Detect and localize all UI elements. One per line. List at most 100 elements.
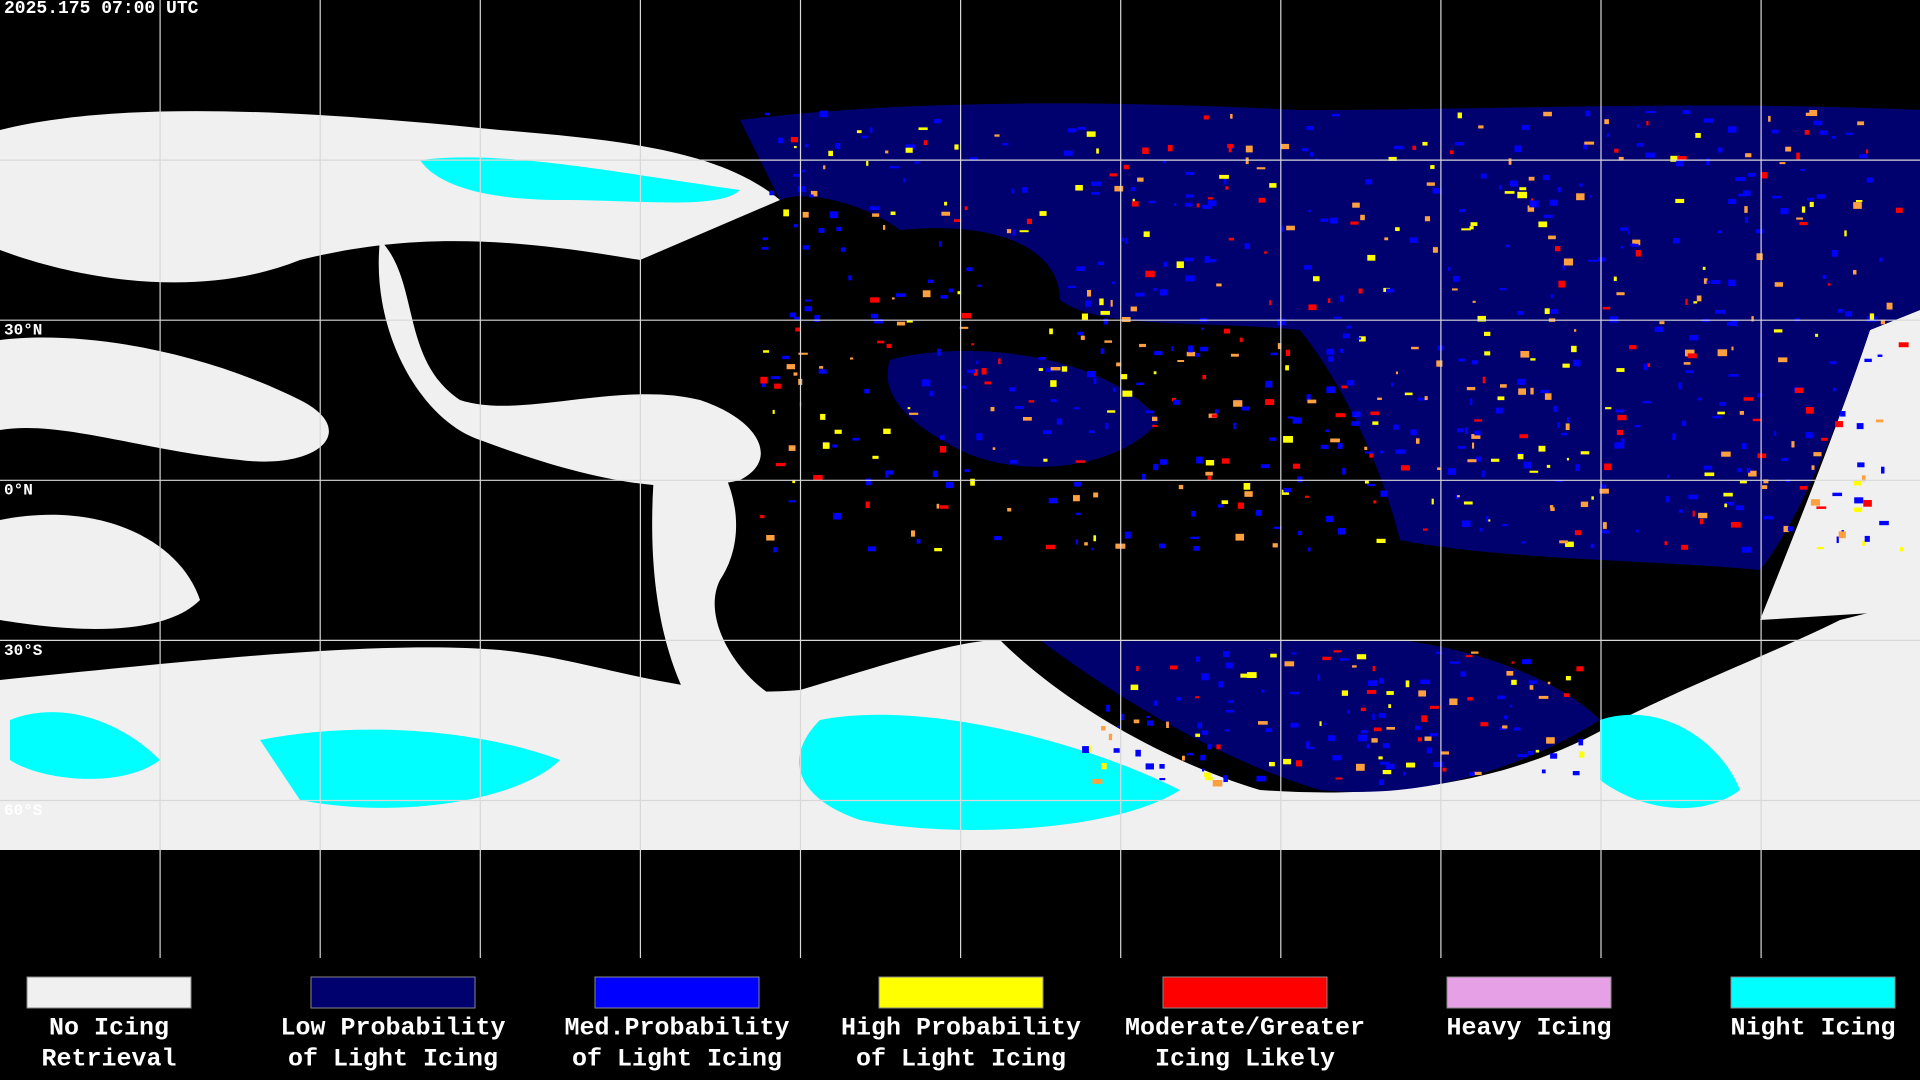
icing-pixel	[834, 429, 842, 434]
icing-pixel	[1075, 460, 1086, 463]
icing-pixel	[1261, 689, 1265, 693]
icing-pixel	[1038, 357, 1047, 360]
icing-pixel	[1863, 500, 1872, 507]
icing-pixel	[905, 144, 916, 150]
icing-pixel	[1504, 191, 1515, 194]
icing-pixel	[1479, 528, 1483, 532]
icing-pixel	[1488, 519, 1491, 522]
icing-pixel	[1543, 111, 1552, 117]
icing-pixel	[1862, 540, 1866, 546]
icing-pixel	[1272, 543, 1278, 548]
icing-pixel	[1521, 541, 1526, 544]
icing-pixel	[1136, 382, 1145, 385]
icing-pixel	[1763, 515, 1773, 520]
icing-pixel	[940, 446, 947, 453]
icing-pixel	[998, 358, 1001, 365]
icing-pixel	[1112, 387, 1116, 392]
icing-pixel	[1562, 363, 1570, 368]
icing-pixel	[1152, 424, 1158, 427]
icing-pixel	[1333, 650, 1342, 653]
icing-pixel	[1335, 777, 1343, 780]
icing-pixel	[1010, 459, 1017, 464]
icing-pixel	[1621, 438, 1625, 443]
icing-pixel	[1567, 417, 1570, 423]
icing-pixel	[1813, 120, 1823, 126]
icing-pixel	[1403, 771, 1406, 776]
icing-pixel	[1499, 288, 1507, 291]
icing-pixel	[892, 297, 895, 300]
icing-pixel	[1484, 331, 1491, 336]
icing-pixel	[761, 247, 769, 250]
icing-pixel	[1804, 130, 1810, 135]
icing-pixel	[1538, 221, 1548, 228]
icing-pixel	[1541, 769, 1546, 774]
cloud-region	[799, 714, 1180, 830]
icing-pixel	[1152, 416, 1158, 422]
icing-pixel	[1654, 326, 1664, 333]
icing-pixel	[923, 140, 928, 146]
icing-pixel	[1269, 437, 1277, 441]
icing-pixel	[1327, 735, 1335, 741]
cloud-region	[420, 157, 740, 203]
icing-pixel	[1728, 198, 1737, 205]
icing-pixel	[1121, 317, 1131, 323]
icing-pixel	[1806, 407, 1814, 414]
icing-pixel	[1388, 704, 1392, 709]
icing-pixel	[797, 186, 806, 192]
icing-pixel	[1696, 295, 1702, 302]
icing-pixel	[1664, 541, 1668, 546]
icing-pixel	[1116, 362, 1122, 367]
icing-pixel	[1328, 356, 1334, 362]
icing-pixel	[1794, 387, 1804, 394]
icing-pixel	[1538, 445, 1546, 452]
icing-pixel	[1517, 454, 1524, 460]
icing-pixel	[1297, 476, 1303, 483]
icing-pixel	[823, 165, 826, 170]
icing-pixel	[1228, 237, 1235, 241]
icing-pixel	[911, 530, 916, 537]
icing-pixel	[929, 390, 933, 397]
icing-pixel	[1106, 704, 1110, 712]
icing-pixel	[1301, 148, 1309, 152]
icing-pixel	[1542, 174, 1550, 181]
icing-pixel	[1365, 480, 1369, 484]
icing-pixel	[1260, 464, 1270, 469]
icing-pixel	[1307, 399, 1317, 404]
icing-region	[740, 103, 1920, 570]
icing-pixel	[1440, 751, 1450, 755]
icing-pixel	[775, 462, 786, 467]
icing-pixel	[1601, 484, 1607, 489]
icing-pixel	[1405, 680, 1410, 688]
icing-pixel	[1219, 174, 1229, 179]
icing-pixel	[1682, 420, 1686, 427]
icing-pixel	[1719, 402, 1726, 406]
icing-pixel	[1216, 744, 1221, 750]
icing-pixel	[1022, 187, 1028, 193]
icing-pixel	[1195, 656, 1200, 662]
icing-pixel	[1646, 120, 1649, 126]
icing-pixel	[1243, 483, 1251, 490]
icing-pixel	[760, 376, 768, 384]
icing-pixel	[832, 444, 837, 448]
icing-pixel	[1692, 510, 1695, 517]
icing-pixel	[1495, 407, 1503, 414]
icing-pixel	[1645, 152, 1655, 158]
icing-pixel	[1560, 432, 1568, 436]
icing-pixel	[836, 226, 842, 232]
icing-pixel	[1258, 197, 1266, 203]
icing-pixel	[1585, 110, 1591, 117]
icing-pixel	[885, 470, 894, 475]
icing-pixel	[1154, 350, 1163, 356]
icing-pixel	[1859, 154, 1868, 159]
icing-pixel	[1101, 726, 1106, 731]
legend-swatch	[26, 976, 192, 1009]
icing-pixel	[1543, 214, 1553, 218]
icing-pixel	[1136, 666, 1139, 672]
legend-swatch	[594, 976, 760, 1009]
icing-pixel	[793, 223, 798, 228]
icing-pixel	[1201, 327, 1205, 330]
icing-pixel	[1326, 386, 1336, 394]
icing-pixel	[1048, 497, 1058, 504]
icing-pixel	[1529, 200, 1539, 208]
icing-pixel	[769, 190, 775, 196]
